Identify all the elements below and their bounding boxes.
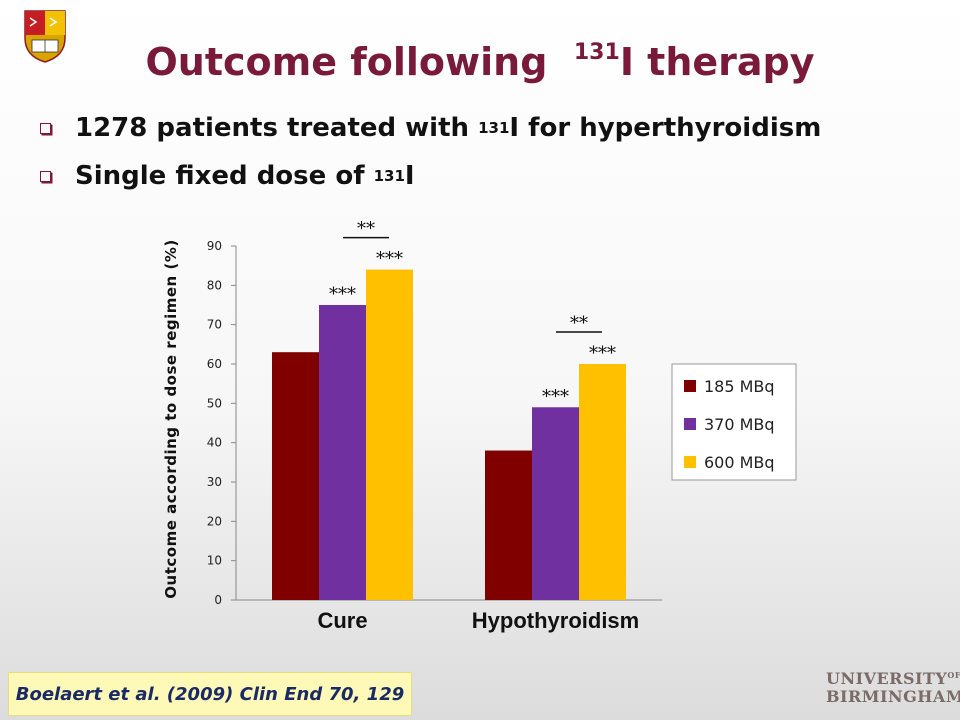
significance-label: ** — [357, 219, 375, 240]
slide-title: Outcome following 131I therapy — [145, 40, 815, 84]
university-crest-logo — [24, 10, 66, 63]
y-tick-label: 30 — [207, 475, 222, 489]
legend-swatch — [684, 418, 696, 430]
y-tick-label: 0 — [214, 593, 222, 607]
bar-hypothyroidism-1 — [532, 407, 579, 600]
y-tick-label: 60 — [207, 357, 222, 371]
y-tick-label: 70 — [207, 318, 222, 332]
bullet-item: 1278 patients treated with 131 I for hype… — [40, 104, 821, 152]
y-tick-label: 80 — [207, 278, 222, 292]
bullet-box-icon — [40, 170, 51, 182]
y-axis-label: Outcome according to dose regimen (%) — [162, 239, 180, 598]
bullet-item: Single fixed dose of 131 I — [40, 152, 821, 200]
y-tick-label: 20 — [207, 514, 222, 528]
bar-hypothyroidism-0 — [485, 450, 532, 600]
legend-label: 370 MBq — [704, 415, 775, 434]
y-tick-label: 40 — [207, 436, 222, 450]
x-category-label: Hypothyroidism — [472, 608, 639, 633]
bullet-list: 1278 patients treated with 131 I for hype… — [40, 104, 821, 200]
citation-box: Boelaert et al. (2009) Clin End 70, 129 — [8, 672, 412, 716]
significance-label: *** — [542, 386, 569, 407]
legend-label: 600 MBq — [704, 453, 775, 472]
x-category-label: Cure — [317, 608, 367, 633]
bar-cure-2 — [366, 269, 413, 600]
bar-hypothyroidism-2 — [579, 364, 626, 600]
bullet-box-icon — [40, 122, 51, 134]
university-wordmark: UNIVERSITYOF BIRMINGHAM — [826, 669, 960, 706]
y-tick-label: 90 — [207, 239, 222, 253]
bar-cure-1 — [319, 305, 366, 600]
significance-label: *** — [376, 249, 403, 270]
y-tick-label: 10 — [207, 554, 222, 568]
legend-swatch — [684, 380, 696, 392]
significance-label: *** — [589, 343, 616, 364]
significance-label: ** — [570, 313, 588, 334]
legend-label: 185 MBq — [704, 377, 775, 396]
bar-cure-0 — [272, 352, 319, 600]
significance-label: *** — [329, 284, 356, 305]
y-tick-label: 50 — [207, 396, 222, 410]
legend-swatch — [684, 456, 696, 468]
